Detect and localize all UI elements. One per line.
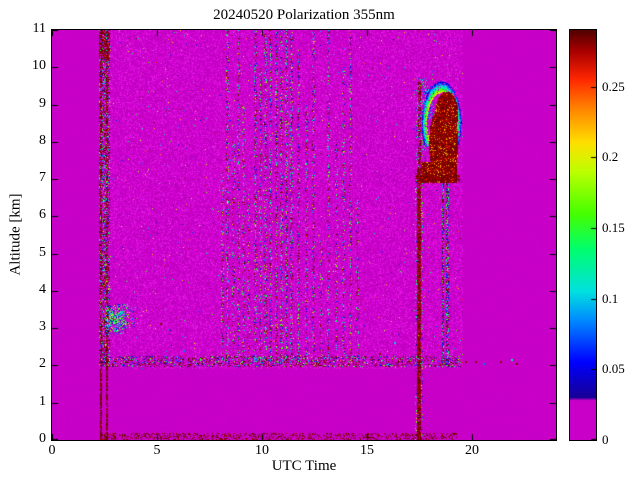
heatmap-canvas bbox=[52, 30, 556, 440]
y-tick-label: 5 bbox=[39, 244, 46, 260]
plot-area bbox=[51, 29, 557, 441]
x-tick-label: 20 bbox=[465, 443, 479, 458]
y-tick-label: 0 bbox=[39, 431, 46, 446]
x-tick-label: 5 bbox=[153, 443, 161, 458]
chart-title: 20240520 Polarization 355nm bbox=[213, 7, 395, 23]
y-axis-label: Altitude [km] bbox=[7, 193, 24, 276]
y-tick-label: 7 bbox=[39, 170, 46, 186]
colorbar-tick-label: 0.2 bbox=[602, 149, 619, 165]
y-tick-label: 3 bbox=[39, 319, 46, 335]
y-tick-label: 11 bbox=[32, 21, 46, 36]
y-tick-label: 4 bbox=[39, 281, 46, 297]
x-tick-label: 15 bbox=[360, 443, 374, 458]
colorbar bbox=[569, 29, 597, 441]
y-tick-label: 2 bbox=[39, 356, 46, 372]
x-tick-label: 0 bbox=[48, 443, 56, 458]
colorbar-tick-label: 0.1 bbox=[602, 290, 619, 306]
colorbar-tick-label: 0 bbox=[602, 432, 609, 447]
colorbar-canvas bbox=[570, 30, 596, 440]
y-tick-label: 8 bbox=[39, 132, 46, 148]
colorbar-tick-label: 0.25 bbox=[602, 78, 625, 94]
y-tick-label: 9 bbox=[39, 95, 46, 111]
y-tick-label: 6 bbox=[39, 207, 46, 223]
y-tick-label: 1 bbox=[39, 393, 46, 409]
x-tick-label: 10 bbox=[255, 443, 269, 458]
colorbar-tick-label: 0.05 bbox=[602, 361, 625, 377]
x-axis-label: UTC Time bbox=[271, 458, 337, 474]
colorbar-tick-label: 0.15 bbox=[602, 219, 625, 235]
y-tick-label: 10 bbox=[32, 58, 46, 74]
